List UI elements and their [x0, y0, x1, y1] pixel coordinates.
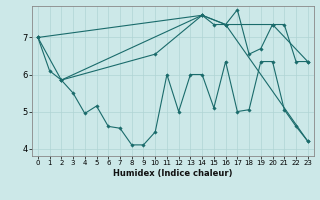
- X-axis label: Humidex (Indice chaleur): Humidex (Indice chaleur): [113, 169, 233, 178]
